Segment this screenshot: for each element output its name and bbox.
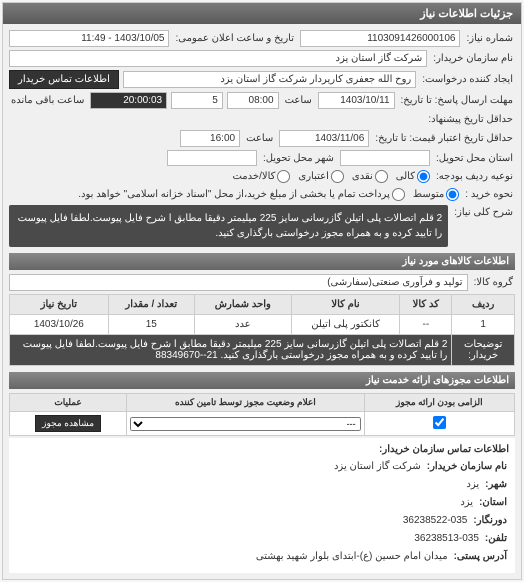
col-name: نام کالا (291, 295, 399, 315)
c-city: یزد (466, 479, 479, 490)
permits-table: الزامی بودن ارائه مجوز اعلام وضعیت مجوز … (9, 393, 515, 436)
cell-code: -- (400, 315, 452, 335)
req-num-field: 1103091426000106 (300, 30, 461, 47)
send-date-field: 1403/10/11 (318, 92, 395, 109)
cell-row: 1 (452, 315, 515, 335)
c-org-label: نام سازمان خریدار: (425, 459, 509, 474)
pub-date-field: 1403/10/05 - 11:49 (9, 30, 170, 47)
req-num-label: شماره نیاز: (464, 31, 515, 46)
permits-header: اطلاعات مجوزهای ارائه خدمت نیاز (9, 372, 515, 389)
group-field: تولید و فرآوری صنعتی(سفارشی) (9, 274, 468, 291)
info-section: شماره نیاز: 1103091426000106 تاریخ و ساع… (3, 24, 521, 579)
delivery-state-label: استان محل تحویل: (434, 151, 515, 166)
creator-label: ایجاد کننده درخواست: (420, 72, 515, 87)
panel-title: جزئیات اطلاعات نیاز (3, 3, 521, 24)
time-label: ساعت (283, 93, 314, 108)
budget-opt-d: کالا/خدمت (232, 171, 275, 182)
group-label: گروه کالا: (472, 275, 515, 290)
note-row: توضیحات خریدار: 2 قلم اتصالات پلی اتیلن … (10, 335, 515, 366)
pcol-status: اعلام وضعیت مجوز توسط تامین کننده (127, 394, 365, 412)
permit-row: --- مشاهده مجوز (10, 412, 515, 436)
remain-days-field: 5 (171, 92, 223, 109)
valid-date-field: 1403/11/06 (279, 130, 369, 147)
budget-radio-c[interactable] (331, 170, 344, 183)
creator-field: روح الله جعفری کاریردار شرکت گاز استان ی… (123, 71, 416, 88)
col-code: کد کالا (400, 295, 452, 315)
note-label: توضیحات خریدار: (452, 335, 515, 366)
valid-time-field: 16:00 (180, 130, 240, 147)
delivery-state-field (340, 150, 430, 166)
pay-radio-b[interactable] (392, 188, 405, 201)
contact-title: اطلاعات تماس سازمان خریدار: (15, 444, 509, 455)
delivery-city-field (167, 150, 257, 166)
budget-opt-c: اعتباری (298, 171, 328, 182)
note-text: 2 قلم اتصالات پلی اتیلن گازرسانی سایز 22… (10, 335, 452, 366)
pay-radio-a[interactable] (446, 188, 459, 201)
col-date: تاریخ نیاز (10, 295, 109, 315)
col-row: ردیف (452, 295, 515, 315)
c-org: شرکت گاز استان یزد (334, 461, 421, 472)
remain-time-field: 20:00:03 (90, 92, 167, 109)
col-unit: واحد شمارش (194, 295, 291, 315)
main-panel: جزئیات اطلاعات نیاز شماره نیاز: 11030914… (2, 2, 522, 580)
c-phone-label: دورنگار: (471, 513, 509, 528)
c-province: یزد (460, 497, 473, 508)
valid-label: حداقل تاریخ اعتبار قیمت: تا تاریخ: (373, 131, 515, 146)
desc-box: 2 قلم اتصالات پلی اتیلن گازرسانی سایز 22… (9, 205, 448, 247)
budget-radio-b[interactable] (375, 170, 388, 183)
mandatory-checkbox[interactable] (433, 416, 446, 429)
c-fax: 36238513-035 (414, 533, 479, 544)
valid-track-label: حداقل تاریخ پیشنهاد: (426, 112, 515, 127)
pub-date-label: تاریخ و ساعت اعلان عمومی: (173, 31, 296, 46)
contact-button[interactable]: اطلاعات تماس خریدار (9, 70, 119, 89)
valid-time-label: ساعت (244, 131, 275, 146)
send-deadline-label: مهلت ارسال پاسخ: تا تاریخ: (399, 93, 515, 108)
budget-radio-d[interactable] (277, 170, 290, 183)
pay-radio-group: متوسط پرداخت تمام یا بخشی از مبلغ خرید،ا… (78, 188, 459, 201)
c-city-label: شهر: (483, 477, 509, 492)
pcol-mandatory: الزامی بودن ارائه مجوز (364, 394, 514, 412)
c-phone: 36238522-035 (403, 515, 468, 526)
budget-radio-group: کالی نقدی اعتباری کالا/خدمت (232, 170, 430, 183)
c-addr-label: آدرس پستی: (452, 549, 509, 564)
c-province-label: استان: (477, 495, 509, 510)
desc-label: شرح کلی نیاز: (452, 205, 515, 220)
cell-unit: عدد (194, 315, 291, 335)
table-row: 1 -- کانکتور پلی اتیلن عدد 15 1403/10/26 (10, 315, 515, 335)
status-select[interactable]: --- (130, 417, 361, 431)
budget-opt-a: کالی (396, 171, 415, 182)
view-permit-button[interactable]: مشاهده مجوز (35, 415, 101, 432)
contact-section: اطلاعات تماس سازمان خریدار: نام سازمان خ… (9, 438, 515, 573)
remain-label: ساعت باقی مانده (9, 93, 86, 108)
pcol-ops: عملیات (10, 394, 127, 412)
pay-opt-a: متوسط (413, 189, 444, 200)
budget-opt-b: نقدی (352, 171, 373, 182)
delivery-city-label: شهر محل تحویل: (261, 151, 336, 166)
c-fax-label: تلفن: (483, 531, 509, 546)
pay-opt-b: پرداخت تمام یا بخشی از مبلغ خرید،از محل … (78, 189, 390, 200)
cell-qty: 15 (108, 315, 194, 335)
cell-name: کانکتور پلی اتیلن (291, 315, 399, 335)
send-time-field: 08:00 (227, 92, 279, 109)
buyer-org-field: شرکت گاز استان یزد (9, 50, 427, 67)
budget-radio-a[interactable] (417, 170, 430, 183)
c-addr: میدان امام حسین (ع)-ابتدای بلوار شهید به… (256, 551, 448, 562)
buyer-org-label: نام سازمان خریدار: (431, 51, 515, 66)
cell-date: 1403/10/26 (10, 315, 109, 335)
budget-type-label: نوعیه ردیف بودجه: (434, 169, 515, 184)
pay-type-label: نحوه خرید : (463, 187, 515, 202)
goods-table: ردیف کد کالا نام کالا واحد شمارش تعداد /… (9, 294, 515, 366)
goods-header: اطلاعات کالاهای مورد نیاز (9, 253, 515, 270)
col-qty: تعداد / مقدار (108, 295, 194, 315)
